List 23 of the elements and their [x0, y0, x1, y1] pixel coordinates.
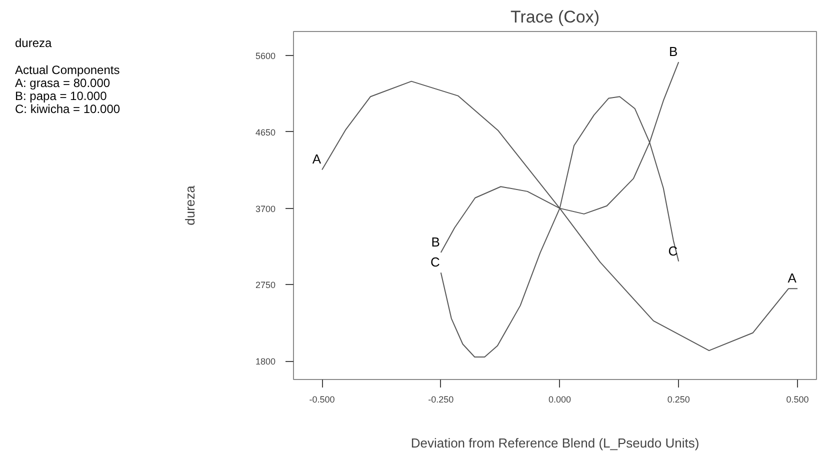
x-tick-label: -0.250	[428, 394, 454, 404]
x-tick-label: -0.500	[309, 394, 335, 404]
x-tick-label: 0.500	[786, 394, 809, 404]
y-tick-label: 5600	[255, 51, 276, 62]
series-label: A	[312, 152, 322, 167]
series-label: B	[431, 234, 440, 250]
text: B: papa = 10.000	[15, 89, 108, 103]
y-tick-label: 2750	[255, 280, 276, 290]
text: A	[788, 270, 796, 286]
chart-title: Trace (Cox)	[510, 8, 600, 26]
text: B	[668, 44, 678, 60]
text: dureza	[15, 36, 53, 50]
y-tick-label: 1800	[255, 356, 276, 367]
text: A: grasa = 80.000	[15, 76, 110, 90]
x-tick-label: 0.000	[548, 394, 572, 404]
x-axis-title: Deviation from Reference Blend (L_Pseudo Units)	[410, 436, 700, 450]
text: C	[430, 254, 440, 270]
text: Actual Components	[15, 63, 120, 77]
y-tick-label: 3700	[255, 204, 276, 214]
x-tick-label: 0.250	[667, 394, 690, 404]
y-tick-label: 4650	[255, 127, 276, 138]
y-axis-title: dureza	[182, 184, 198, 226]
text: C: kiwicha = 10.000	[15, 102, 120, 116]
